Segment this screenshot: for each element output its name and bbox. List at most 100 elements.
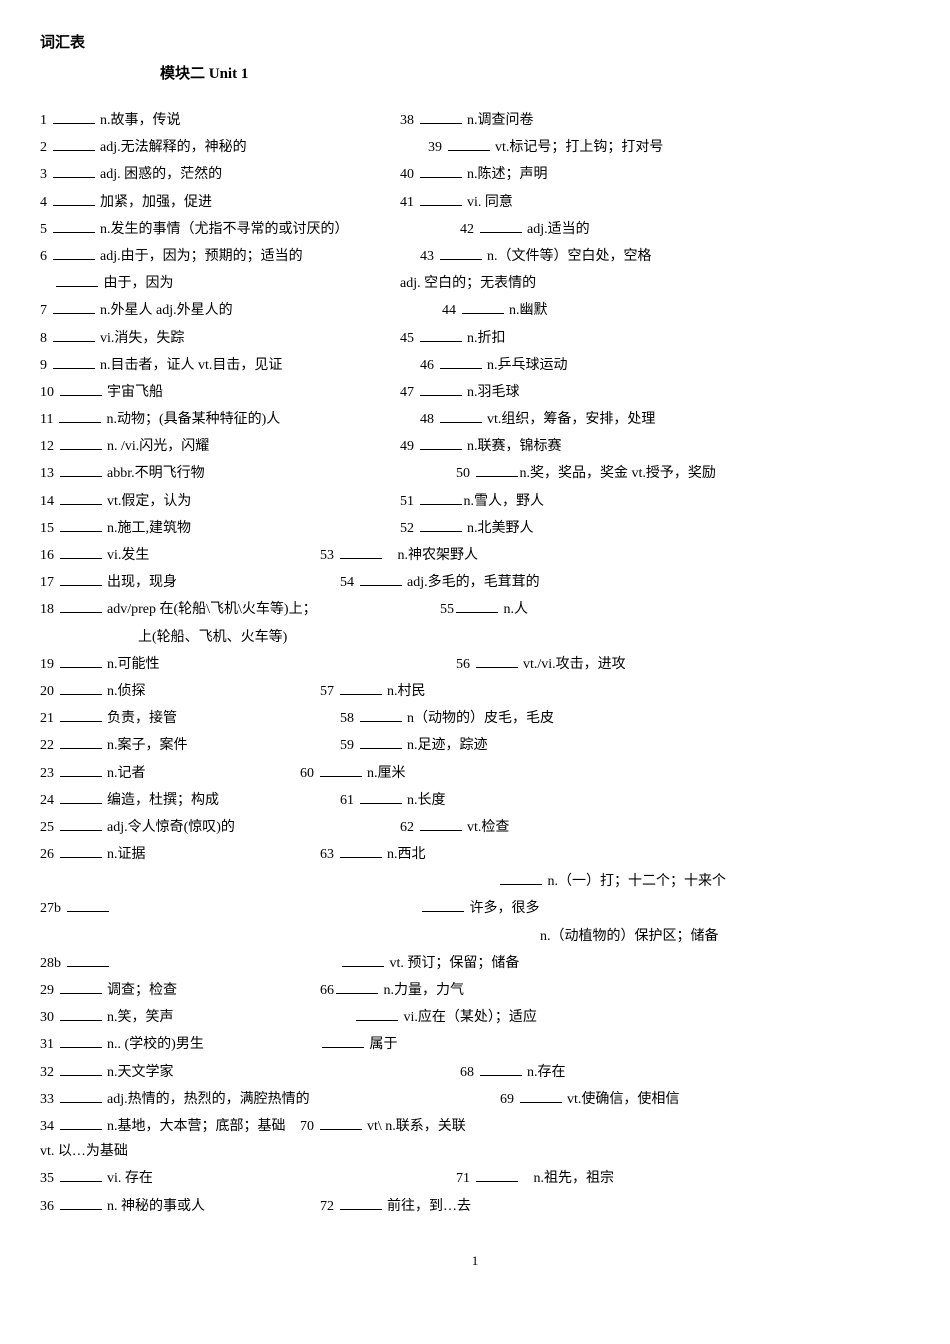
blank-field[interactable] (60, 1195, 102, 1210)
blank-field[interactable] (60, 598, 102, 613)
entry-num: 32 (40, 1065, 54, 1080)
blank-field[interactable] (340, 1195, 382, 1210)
blank-field[interactable] (360, 571, 402, 586)
blank-field[interactable] (422, 897, 464, 912)
blank-field[interactable] (456, 598, 498, 613)
blank-field[interactable] (60, 1033, 102, 1048)
blank-field[interactable] (60, 734, 102, 749)
blank-field[interactable] (60, 490, 102, 505)
entry-row: 21 负责，接管58 n（动物的）皮毛，毛皮 (40, 706, 910, 731)
entry-row: 11 n.动物；(具备某种特征的)人48 vt.组织，筹备，安排，处理 (40, 407, 910, 432)
blank-field[interactable] (462, 299, 504, 314)
blank-field[interactable] (320, 762, 362, 777)
blank-field[interactable] (420, 816, 462, 831)
blank-field[interactable] (53, 136, 95, 151)
blank-field[interactable] (60, 462, 102, 477)
entry-def: adj.多毛的，毛茸茸的 (407, 575, 540, 590)
blank-field[interactable] (340, 680, 382, 695)
blank-field[interactable] (67, 897, 109, 912)
entry-num: 69 (500, 1092, 514, 1107)
blank-field[interactable] (60, 571, 102, 586)
blank-field[interactable] (476, 653, 518, 668)
blank-field[interactable] (420, 191, 462, 206)
entry-num: 59 (340, 738, 354, 753)
entry-def: abbr.不明飞行物 (107, 466, 205, 481)
blank-field[interactable] (420, 163, 462, 178)
entry-row: 24 编造，杜撰；构成61 n.长度 (40, 788, 910, 813)
blank-field[interactable] (67, 952, 109, 967)
blank-field[interactable] (60, 517, 102, 532)
blank-field[interactable] (440, 408, 482, 423)
blank-field[interactable] (53, 245, 95, 260)
entry-row: 23 n.记者60 n.厘米 (40, 761, 910, 786)
blank-field[interactable] (420, 517, 462, 532)
blank-field[interactable] (440, 245, 482, 260)
blank-field[interactable] (56, 272, 98, 287)
entry-def: vt.组织，筹备，安排，处理 (487, 412, 655, 427)
blank-field[interactable] (476, 462, 518, 477)
entry-num: 61 (340, 793, 354, 808)
blank-field[interactable] (53, 354, 95, 369)
blank-field[interactable] (336, 979, 378, 994)
blank-field[interactable] (53, 327, 95, 342)
blank-field[interactable] (480, 218, 522, 233)
blank-field[interactable] (60, 1167, 102, 1182)
blank-field[interactable] (320, 1115, 362, 1130)
entry-def: adj.无法解释的，神秘的 (100, 140, 247, 155)
entry-num: 44 (442, 303, 456, 318)
blank-field[interactable] (60, 816, 102, 831)
blank-field[interactable] (60, 1088, 102, 1103)
entry-num: 57 (320, 684, 334, 699)
blank-field[interactable] (420, 490, 462, 505)
blank-field[interactable] (448, 136, 490, 151)
blank-field[interactable] (440, 354, 482, 369)
entry-num: 9 (40, 358, 47, 373)
blank-field[interactable] (60, 979, 102, 994)
blank-field[interactable] (476, 1167, 518, 1182)
blank-field[interactable] (53, 109, 95, 124)
entry-num: 45 (400, 331, 414, 346)
blank-field[interactable] (360, 734, 402, 749)
blank-field[interactable] (60, 544, 102, 559)
entry-def: n.（一）打；十二个；十来个 (548, 874, 727, 889)
entry-row: n.（动植物的）保护区；储备 (40, 924, 910, 949)
entry-def: n.动物；(具备某种特征的)人 (106, 412, 280, 427)
blank-field[interactable] (360, 707, 402, 722)
entry-row: 29 调查；检查66 n.力量，力气 (40, 978, 910, 1003)
entry-def: n.乒乓球运动 (487, 358, 568, 373)
blank-field[interactable] (420, 109, 462, 124)
blank-field[interactable] (53, 163, 95, 178)
blank-field[interactable] (480, 1061, 522, 1076)
blank-field[interactable] (500, 870, 542, 885)
blank-field[interactable] (60, 381, 102, 396)
blank-field[interactable] (53, 218, 95, 233)
blank-field[interactable] (60, 435, 102, 450)
blank-field[interactable] (53, 299, 95, 314)
blank-field[interactable] (340, 544, 382, 559)
blank-field[interactable] (420, 435, 462, 450)
blank-field[interactable] (420, 381, 462, 396)
blank-field[interactable] (322, 1033, 364, 1048)
blank-field[interactable] (420, 327, 462, 342)
entry-num: 24 (40, 793, 54, 808)
blank-field[interactable] (60, 680, 102, 695)
blank-field[interactable] (59, 408, 101, 423)
blank-field[interactable] (53, 191, 95, 206)
blank-field[interactable] (60, 707, 102, 722)
blank-field[interactable] (342, 952, 384, 967)
blank-field[interactable] (356, 1006, 398, 1021)
blank-field[interactable] (60, 653, 102, 668)
entry-num: 56 (456, 657, 470, 672)
entry-row: 上(轮船、飞机、火车等) (40, 625, 910, 650)
blank-field[interactable] (60, 1115, 102, 1130)
blank-field[interactable] (360, 789, 402, 804)
blank-field[interactable] (340, 843, 382, 858)
blank-field[interactable] (520, 1088, 562, 1103)
blank-field[interactable] (60, 843, 102, 858)
entry-def: n.施工,建筑物 (107, 521, 191, 536)
blank-field[interactable] (60, 1006, 102, 1021)
blank-field[interactable] (60, 789, 102, 804)
entry-num: 68 (460, 1065, 474, 1080)
blank-field[interactable] (60, 1061, 102, 1076)
blank-field[interactable] (60, 762, 102, 777)
